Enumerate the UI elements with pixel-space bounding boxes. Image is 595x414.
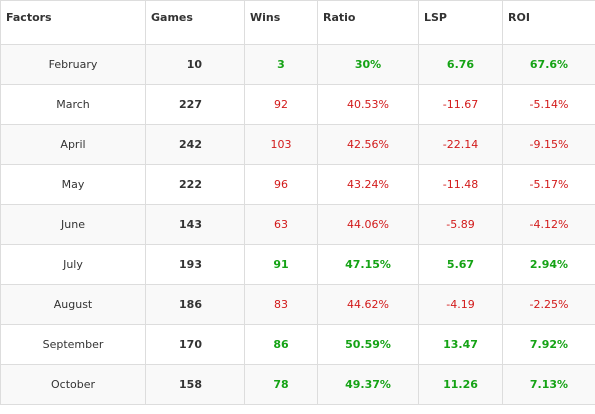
cell-lsp: -11.48 <box>418 164 503 205</box>
cell-roi: 67.6% <box>502 44 595 85</box>
table-row: July 193 91 47.15% 5.67 2.94% <box>0 244 595 285</box>
cell-factor: September <box>0 324 146 365</box>
header-lsp: LSP <box>418 0 503 45</box>
header-row: Factors Games Wins Ratio LSP ROI <box>0 0 595 45</box>
header-wins: Wins <box>244 0 318 45</box>
cell-wins: 78 <box>244 364 318 405</box>
cell-roi: -9.15% <box>502 124 595 165</box>
cell-roi: -5.14% <box>502 84 595 125</box>
cell-ratio: 50.59% <box>317 324 419 365</box>
cell-factor: August <box>0 284 146 325</box>
cell-lsp: 5.67 <box>418 244 503 285</box>
cell-factor: February <box>0 44 146 85</box>
cell-lsp: -11.67 <box>418 84 503 125</box>
table-row: May 222 96 43.24% -11.48 -5.17% <box>0 164 595 205</box>
cell-games: 186 <box>145 284 245 325</box>
cell-ratio: 30% <box>317 44 419 85</box>
table-header: Factors Games Wins Ratio LSP ROI <box>0 0 595 45</box>
cell-games: 222 <box>145 164 245 205</box>
cell-roi: -2.25% <box>502 284 595 325</box>
header-ratio: Ratio <box>317 0 419 45</box>
cell-ratio: 43.24% <box>317 164 419 205</box>
cell-lsp: -4.19 <box>418 284 503 325</box>
cell-wins: 91 <box>244 244 318 285</box>
cell-roi: -5.17% <box>502 164 595 205</box>
cell-lsp: -22.14 <box>418 124 503 165</box>
cell-wins: 86 <box>244 324 318 365</box>
cell-roi: 7.13% <box>502 364 595 405</box>
table-row: June 143 63 44.06% -5.89 -4.12% <box>0 204 595 245</box>
cell-ratio: 40.53% <box>317 84 419 125</box>
cell-factor: June <box>0 204 146 245</box>
header-games: Games <box>145 0 245 45</box>
cell-roi: -4.12% <box>502 204 595 245</box>
cell-games: 242 <box>145 124 245 165</box>
cell-factor: March <box>0 84 146 125</box>
cell-ratio: 49.37% <box>317 364 419 405</box>
cell-wins: 103 <box>244 124 318 165</box>
header-roi: ROI <box>502 0 595 45</box>
cell-roi: 2.94% <box>502 244 595 285</box>
cell-factor: October <box>0 364 146 405</box>
table-row: September 170 86 50.59% 13.47 7.92% <box>0 324 595 365</box>
cell-wins: 92 <box>244 84 318 125</box>
cell-games: 170 <box>145 324 245 365</box>
cell-roi: 7.92% <box>502 324 595 365</box>
header-factors: Factors <box>0 0 146 45</box>
cell-wins: 3 <box>244 44 318 85</box>
table-row: October 158 78 49.37% 11.26 7.13% <box>0 364 595 405</box>
cell-ratio: 42.56% <box>317 124 419 165</box>
table-row: April 242 103 42.56% -22.14 -9.15% <box>0 124 595 165</box>
cell-wins: 63 <box>244 204 318 245</box>
cell-ratio: 44.62% <box>317 284 419 325</box>
cell-factor: July <box>0 244 146 285</box>
cell-factor: April <box>0 124 146 165</box>
cell-wins: 96 <box>244 164 318 205</box>
cell-games: 227 <box>145 84 245 125</box>
table-row: February 10 3 30% 6.76 67.6% <box>0 44 595 85</box>
cell-games: 193 <box>145 244 245 285</box>
cell-games: 10 <box>145 44 245 85</box>
cell-games: 158 <box>145 364 245 405</box>
cell-lsp: -5.89 <box>418 204 503 245</box>
cell-ratio: 44.06% <box>317 204 419 245</box>
table-row: March 227 92 40.53% -11.67 -5.14% <box>0 84 595 125</box>
table-body: February 10 3 30% 6.76 67.6% March 227 9… <box>0 44 595 405</box>
cell-games: 143 <box>145 204 245 245</box>
stats-table: Factors Games Wins Ratio LSP ROI Februar… <box>0 0 595 405</box>
cell-lsp: 6.76 <box>418 44 503 85</box>
table-row: August 186 83 44.62% -4.19 -2.25% <box>0 284 595 325</box>
cell-lsp: 13.47 <box>418 324 503 365</box>
cell-wins: 83 <box>244 284 318 325</box>
cell-factor: May <box>0 164 146 205</box>
cell-lsp: 11.26 <box>418 364 503 405</box>
cell-ratio: 47.15% <box>317 244 419 285</box>
